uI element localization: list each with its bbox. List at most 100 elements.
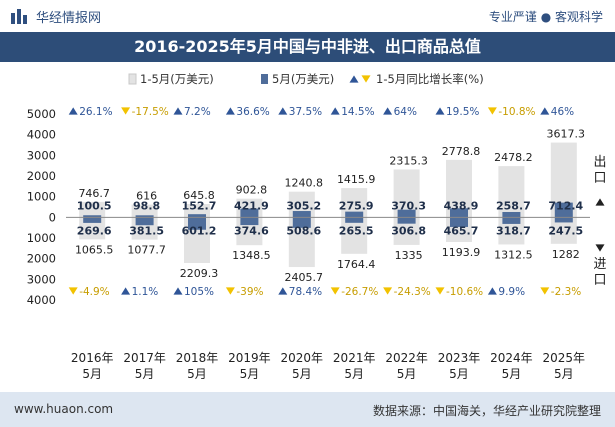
data-label-import-monthly: 265.5 (339, 224, 374, 237)
data-label-export-monthly: 100.5 (77, 199, 112, 212)
x-tick-label-year: 2023年 (438, 351, 481, 365)
y-tick-label: 3000 (27, 148, 56, 162)
x-tick-label-year: 2016年 (71, 351, 114, 365)
data-label-import-monthly: 374.6 (234, 224, 269, 237)
x-tick-label-month: 5月 (502, 367, 522, 381)
yoy-marker-export (487, 107, 497, 115)
bar-import-monthly (240, 217, 259, 226)
x-tick-label-month: 5月 (82, 367, 102, 381)
y-tick-label: 4000 (27, 128, 56, 142)
bar-import-monthly (345, 217, 364, 223)
legend-label-cumulative: 1-5月(万美元) (140, 72, 214, 86)
legend-swatch-monthly (261, 74, 268, 84)
bar-import-monthly (450, 217, 468, 227)
bar-import-monthly (554, 217, 573, 223)
data-label-export-cumulative: 3617.3 (547, 128, 586, 141)
data-label-import-monthly: 601.2 (182, 224, 217, 237)
data-label-export-monthly: 275.9 (339, 199, 374, 212)
bar-export-monthly (397, 209, 416, 218)
x-tick-label-year: 2021年 (333, 351, 376, 365)
y-tick-label: 0 (49, 210, 56, 224)
data-label-export-monthly: 152.7 (182, 199, 217, 212)
bar-export-cumulative (498, 166, 525, 218)
bar-import-monthly (502, 217, 521, 224)
yoy-label-export: 14.5% (341, 106, 374, 118)
data-label-import-cumulative: 1065.5 (75, 243, 114, 256)
data-label-export-monthly: 305.2 (286, 199, 321, 212)
side-label-import: 进 (593, 257, 606, 272)
chart-title: 2016-2025年5月中国与中非进、出口商品总值 (134, 37, 481, 56)
bar-import-monthly (188, 217, 206, 230)
yoy-label-import: -26.7% (341, 286, 378, 298)
legend-label-monthly: 5月(万美元) (272, 72, 334, 86)
yoy-marker-export (68, 107, 78, 115)
data-label-import-cumulative: 2405.7 (285, 271, 324, 284)
x-tick-label-month: 5月 (554, 367, 574, 381)
x-tick-label-month: 5月 (240, 367, 260, 381)
yoy-marker-export (540, 107, 550, 115)
yoy-label-export: -10.8% (498, 106, 535, 118)
yoy-marker-import (330, 287, 340, 295)
yoy-marker-export (383, 107, 393, 115)
y-tick-label: 4000 (27, 293, 56, 307)
side-label-import: 口 (593, 273, 606, 288)
data-label-import-cumulative: 1282 (552, 248, 580, 261)
bar-export-monthly (135, 215, 154, 218)
yoy-marker-export (173, 107, 183, 115)
bar-export-monthly (502, 211, 521, 218)
yoy-label-export: -17.5% (132, 106, 169, 118)
bar-export-monthly (188, 214, 206, 218)
yoy-label-export: 19.5% (446, 106, 479, 118)
yoy-marker-import (68, 287, 78, 295)
bar-export-cumulative (79, 201, 106, 218)
yoy-marker-import (278, 287, 288, 295)
data-label-export-monthly: 438.9 (444, 199, 479, 212)
yoy-marker-import (435, 287, 445, 295)
data-label-import-monthly: 306.8 (391, 224, 426, 237)
yoy-marker-import (225, 287, 235, 295)
data-label-import-monthly: 247.5 (548, 224, 583, 237)
bar-import-monthly (397, 217, 416, 224)
bar-import-monthly (135, 217, 154, 226)
x-tick-label-year: 2018年 (176, 351, 219, 365)
bar-export-monthly (292, 211, 311, 218)
top-bar: 华经情报网 专业严谨 ● 客观科学 (0, 0, 615, 32)
side-arrow-up-icon (595, 198, 605, 206)
legend-marker-up (349, 75, 359, 83)
data-label-export-cumulative: 645.8 (183, 189, 215, 202)
bar-export-monthly (554, 202, 573, 218)
data-label-import-monthly: 269.6 (77, 224, 112, 237)
data-label-import-cumulative: 1348.5 (232, 249, 271, 262)
footer: www.huaon.com 数据来源：中国海关，华经产业研究院整理 (0, 392, 615, 427)
yoy-label-import: -2.3% (551, 286, 581, 298)
yoy-label-export: 64% (394, 106, 417, 118)
data-label-export-cumulative: 746.7 (78, 187, 110, 200)
data-label-import-monthly: 508.6 (286, 224, 321, 237)
data-label-import-monthly: 381.5 (129, 224, 164, 237)
yoy-label-export: 7.2% (184, 106, 211, 118)
data-label-export-monthly: 370.3 (391, 199, 426, 212)
bar-export-monthly (345, 211, 364, 218)
yoy-marker-import (173, 287, 183, 295)
side-arrow-down-icon (595, 244, 605, 252)
data-label-export-cumulative: 902.8 (236, 184, 268, 197)
data-label-export-monthly: 712.4 (548, 199, 583, 212)
yoy-marker-export (121, 107, 131, 115)
yoy-label-export: 46% (551, 106, 574, 118)
brand-name: 华经情报网 (36, 11, 102, 26)
logo-icon (11, 9, 27, 24)
data-label-export-monthly: 98.8 (133, 199, 160, 212)
yoy-label-import: 105% (184, 286, 214, 298)
bar-import-cumulative (341, 217, 368, 254)
x-tick-label-year: 2019年 (228, 351, 271, 365)
footer-url[interactable]: www.huaon.com (14, 402, 114, 416)
data-label-export-monthly: 258.7 (496, 199, 531, 212)
data-label-import-monthly: 465.7 (444, 224, 479, 237)
yoy-label-import: -10.6% (446, 286, 483, 298)
data-label-import-cumulative: 1764.4 (337, 258, 376, 271)
data-label-export-monthly: 421.9 (234, 199, 269, 212)
legend-marker-down (361, 75, 371, 83)
side-label-export: 口 (593, 171, 606, 186)
yoy-marker-export (225, 107, 235, 115)
yoy-label-export: 36.6% (236, 106, 269, 118)
